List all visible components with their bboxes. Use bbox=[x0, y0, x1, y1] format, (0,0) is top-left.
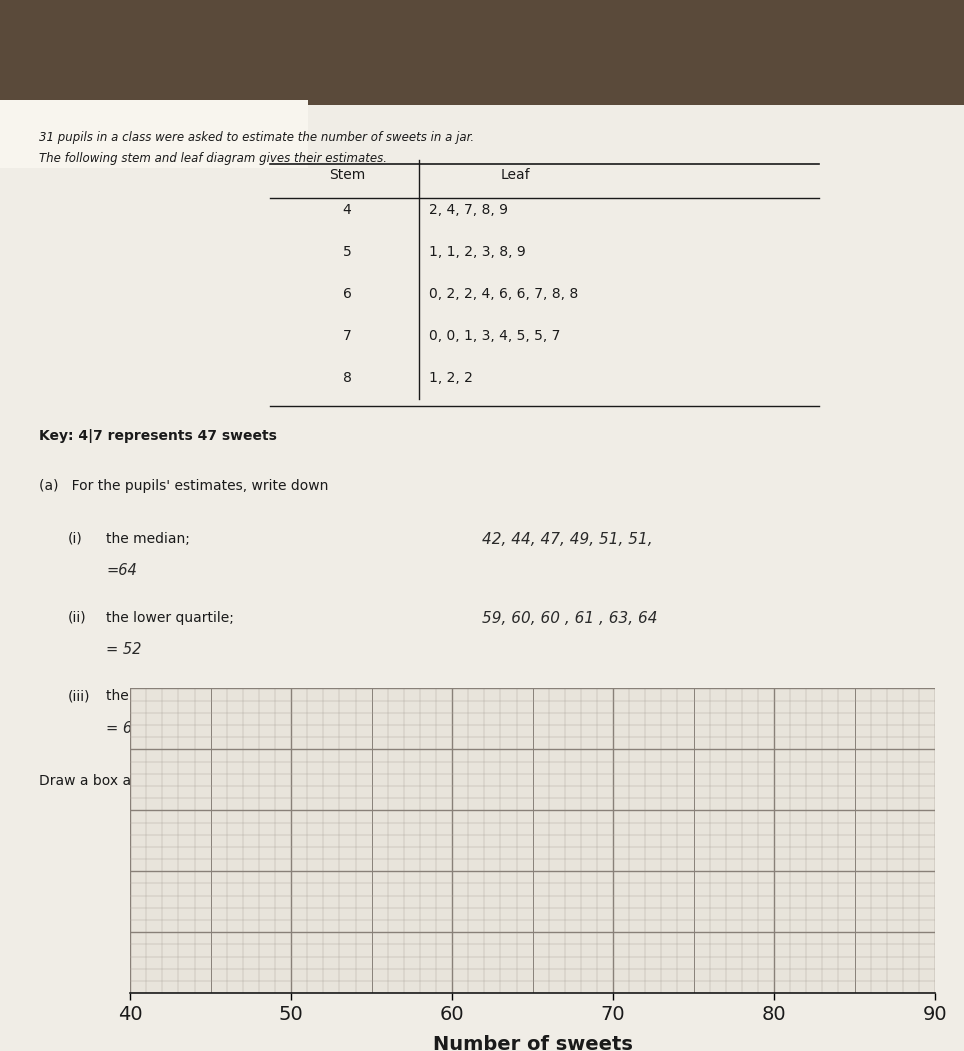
Text: the median;: the median; bbox=[106, 532, 190, 545]
Text: The following stem and leaf diagram gives their estimates.: The following stem and leaf diagram give… bbox=[39, 152, 387, 165]
Text: 8: 8 bbox=[342, 371, 352, 386]
Text: 4: 4 bbox=[342, 203, 352, 218]
Text: 1, 2, 2: 1, 2, 2 bbox=[429, 371, 473, 386]
Text: (iii): (iii) bbox=[67, 689, 90, 703]
Text: Stem: Stem bbox=[329, 168, 365, 182]
Text: Leaf: Leaf bbox=[501, 168, 530, 182]
Bar bbox=[0, 0, 964, 126]
Text: 80, 81, 82: 80, 81, 82 bbox=[482, 726, 560, 741]
Text: the upper quartile.: the upper quartile. bbox=[106, 689, 236, 703]
Text: (a)   For the pupils' estimates, write down: (a) For the pupils' estimates, write dow… bbox=[39, 479, 328, 493]
Text: 1, 1, 2, 3, 8, 9: 1, 1, 2, 3, 8, 9 bbox=[429, 245, 525, 260]
Text: (i): (i) bbox=[67, 532, 82, 545]
Text: = 52: = 52 bbox=[106, 642, 142, 657]
Text: 31 pupils in a class were asked to estimate the number of sweets in a jar.: 31 pupils in a class were asked to estim… bbox=[39, 131, 473, 144]
Text: = 68: = 68 bbox=[106, 721, 142, 736]
Text: Key: 4|7 represents 47 sweets: Key: 4|7 represents 47 sweets bbox=[39, 429, 277, 442]
Bar bbox=[0, 100, 308, 168]
Text: 2, 4, 7, 8, 9: 2, 4, 7, 8, 9 bbox=[429, 203, 508, 218]
Text: 0, 2, 2, 4, 6, 6, 7, 8, 8: 0, 2, 2, 4, 6, 6, 7, 8, 8 bbox=[429, 287, 578, 302]
X-axis label: Number of sweets: Number of sweets bbox=[433, 1035, 632, 1051]
Text: 59, 60, 60 , 61 , 63, 64: 59, 60, 60 , 61 , 63, 64 bbox=[482, 611, 657, 625]
Text: 66, 67, 67, 68, 68, 70: 66, 67, 67, 68, 68, 70 bbox=[482, 689, 648, 704]
Text: 5: 5 bbox=[342, 245, 352, 260]
Text: Draw a box and whisker plot of the pupils' estimates using the grid below.: Draw a box and whisker plot of the pupil… bbox=[39, 774, 553, 787]
Text: 7: 7 bbox=[342, 329, 352, 344]
Text: the lower quartile;: the lower quartile; bbox=[106, 611, 234, 624]
Text: 42, 44, 47, 49, 51, 51,: 42, 44, 47, 49, 51, 51, bbox=[482, 532, 653, 547]
Text: 0, 0, 1, 3, 4, 5, 5, 7: 0, 0, 1, 3, 4, 5, 5, 7 bbox=[429, 329, 560, 344]
Text: =64: =64 bbox=[106, 563, 137, 578]
Text: 6: 6 bbox=[342, 287, 352, 302]
Text: (ii): (ii) bbox=[67, 611, 86, 624]
